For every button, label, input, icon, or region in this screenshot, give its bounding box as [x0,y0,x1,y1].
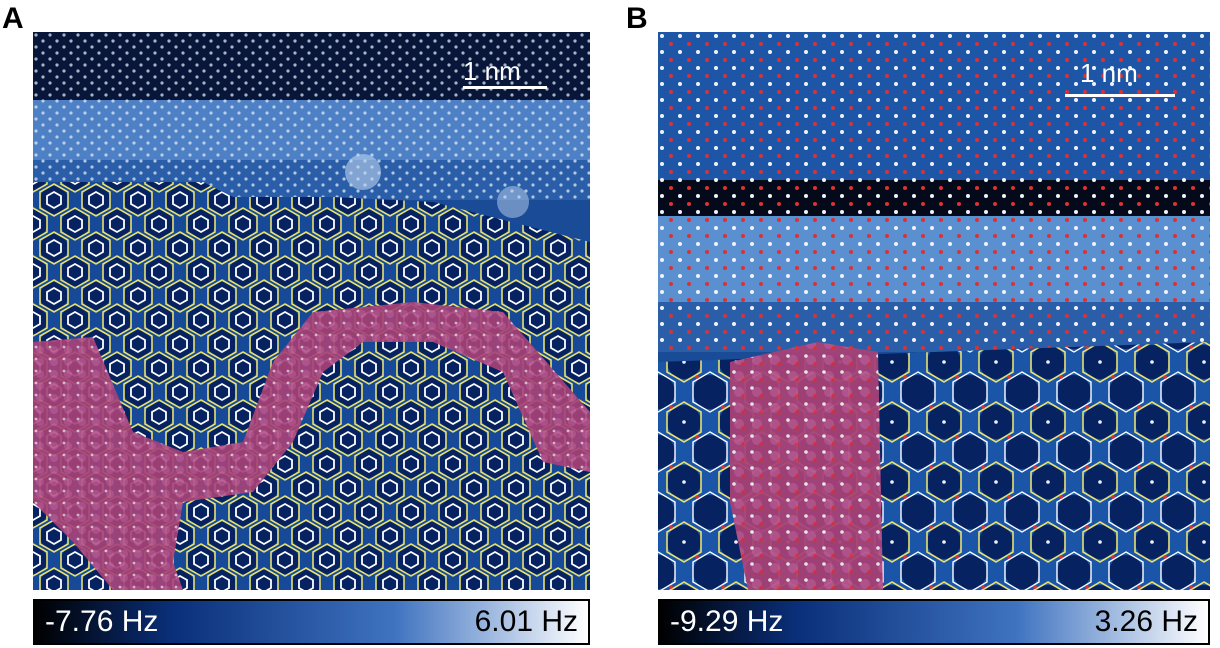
panel-b-scale-bar-label: 1 nm [1080,58,1138,88]
panel-b-scale-bar [1065,94,1175,97]
panel-a-scale-bar [463,86,547,89]
panel-a-label: A [2,2,24,35]
panel-b-colorbar: -9.29 Hz 3.26 Hz [658,599,1210,645]
panel-b-colorbar-max: 3.26 Hz [1094,605,1198,638]
panel-a-colorbar-min: -7.76 Hz [45,605,159,638]
panel-b-label: B [626,2,648,35]
panel-a-colorbar: -7.76 Hz 6.01 Hz [33,599,590,645]
panel-a-scale-bar-label: 1 nm [463,56,521,86]
panel-b-colorbar-min: -9.29 Hz [670,605,784,638]
panel-a-colorbar-max: 6.01 Hz [474,605,578,638]
panel-a-afm-image [33,32,590,590]
panel-b-afm-image [658,32,1210,590]
